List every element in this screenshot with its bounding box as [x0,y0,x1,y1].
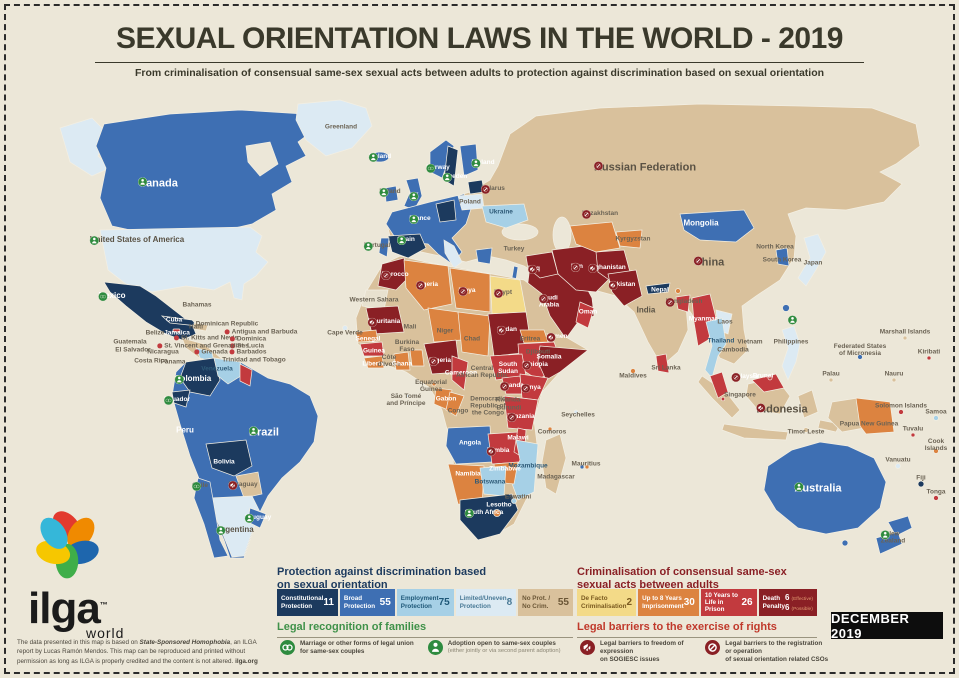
cso-icon [705,640,721,655]
legend-icon-item: Adoption open to same-sex couples (either… [427,640,561,660]
world-map: Greenland Canada United States of America M… [0,80,959,570]
families-legend-heading: Legal recognition of families [277,621,573,639]
page-subtitle: From criminalisation of consensual same-… [134,67,825,79]
page-title: SEXUAL ORIENTATION LAWS IN THE WORLD - 2… [116,22,843,55]
expression-icon [580,640,595,655]
legend-segment: De Facto Criminalisation 2 [577,589,637,616]
ilga-wordmark: ilga™ [28,584,108,633]
barriers-legend-heading: Legal barriers to the exercise of rights [577,621,817,639]
criminalisation-legend-heading: Criminalisation of consensual same-sex s… [577,566,787,592]
legend-icon-item: Legal barriers to the registration or op… [705,640,830,665]
legend-segment: No Prot. / No Crim. 55 [518,589,573,616]
ilga-world-label: world [86,624,125,641]
legend-segment: Constitutional Protection 11 [277,589,338,616]
title-divider [95,62,864,63]
world-map-svg [59,99,939,559]
legend-icon-item: Marriage or other forms of legal union f… [280,640,414,660]
credit-text: The data presented in this map is based … [17,639,258,665]
families-legend-items: Marriage or other forms of legal union f… [280,640,576,660]
legend-segment: 10 Years to Life in Prison 26 [700,589,757,616]
adoption-icon [427,640,443,655]
marriage-icon [280,640,295,655]
date-badge: DECEMBER 2019 [831,611,943,641]
ilga-globe-icon [36,511,99,579]
legend-segment: Death Penalty 6 (Effective) 6 (Possible) [758,589,817,616]
protection-legend-heading: Protection against discrimination based … [277,566,487,592]
legend-segment: Employment Protection 75 [396,589,454,616]
map-regions [59,99,939,559]
ilga-logo: ilga™ world [28,500,268,641]
legend-segment: Broad Protection 55 [339,589,395,616]
barriers-legend-items: Legal barriers to freedom of expression … [580,640,830,665]
criminalisation-legend-bar: De Facto Criminalisation 2 Up to 8 Years I… [577,589,817,616]
legend-segment: Up to 8 Years Imprisonment 30 [638,589,699,616]
legend-icon-item: Legal barriers to freedom of expression … [580,640,691,665]
protection-legend-bar: Constitutional Protection 11 Broad Protect… [277,589,573,616]
legend-segment: Limited/Uneven Protection 8 [455,589,517,616]
